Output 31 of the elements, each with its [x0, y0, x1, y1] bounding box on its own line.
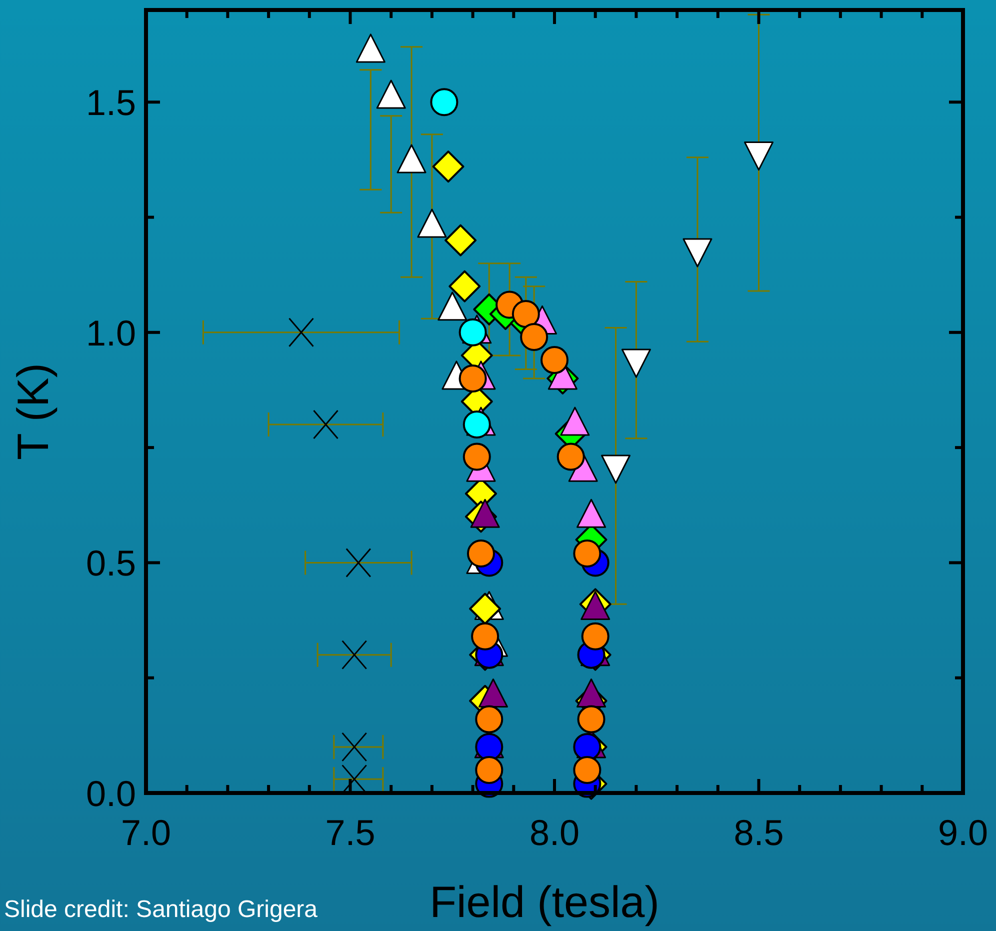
point [288, 318, 314, 348]
point [342, 732, 368, 762]
x-tick-label: 7.0 [120, 812, 172, 853]
point [573, 756, 602, 784]
point [444, 224, 477, 256]
y-axis-title: T (K) [9, 363, 58, 460]
point [475, 756, 504, 784]
point [466, 539, 495, 568]
x-tick-label: 7.5 [325, 812, 376, 853]
point [462, 442, 491, 471]
y-tick-label: 0.0 [86, 772, 136, 814]
y-tick-label: 1.0 [86, 312, 136, 354]
point [475, 705, 504, 734]
y-tick-label: 1.5 [86, 82, 136, 124]
text: Slide credit: Santiago Grigera [4, 896, 318, 923]
point [346, 548, 372, 578]
point [432, 150, 464, 183]
point [430, 88, 458, 116]
point [573, 539, 602, 568]
point [458, 364, 487, 392]
point [556, 442, 585, 471]
point [312, 410, 338, 440]
x-tick-label: 8.0 [529, 812, 580, 853]
x-axis-title: Field (tesla) [430, 878, 660, 927]
point [448, 270, 481, 302]
point [342, 640, 368, 670]
y-tick-label: 0.5 [86, 542, 136, 584]
point [540, 346, 568, 374]
x-tick-label: 8.5 [734, 812, 784, 853]
point [469, 592, 502, 625]
x-tick-label: 9.0 [938, 812, 988, 853]
